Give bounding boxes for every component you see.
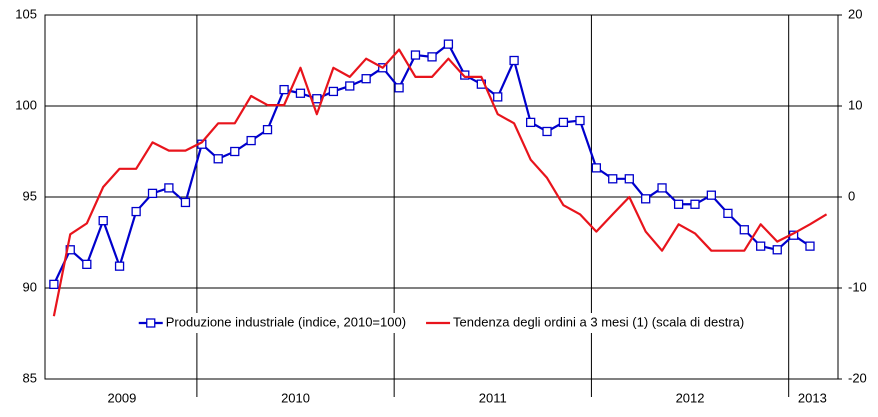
point-marker: [772, 245, 782, 255]
x-tick-label: 2013: [798, 390, 827, 405]
point-marker: [575, 115, 585, 126]
plot-frame: [44, 14, 839, 380]
point-marker: [345, 81, 355, 91]
point-marker: [558, 117, 569, 128]
y2-tick-label: -20: [848, 370, 867, 385]
point-marker: [443, 39, 454, 49]
series-line: [52, 48, 828, 317]
y2-tick-label: -10: [848, 279, 867, 294]
y2-tick-label: 0: [848, 188, 855, 203]
point-marker: [246, 135, 256, 146]
point-marker: [147, 188, 158, 199]
y-tick-label: 90: [23, 279, 37, 294]
point-marker: [591, 163, 602, 173]
point-marker: [213, 154, 223, 164]
x-tick-label: 2011: [479, 390, 507, 405]
point-marker: [690, 199, 700, 209]
point-marker: [739, 225, 749, 235]
point-marker: [410, 50, 421, 60]
point-marker: [295, 88, 306, 98]
point-marker: [328, 86, 339, 97]
legend-label: Produzione industriale (indice, 2010=100…: [166, 314, 406, 329]
point-marker: [262, 125, 273, 135]
point-marker: [164, 183, 174, 193]
point-marker: [394, 83, 404, 93]
point-marker: [756, 241, 766, 251]
point-marker: [493, 92, 503, 102]
y-tick-label: 85: [23, 370, 37, 385]
point-marker: [526, 117, 536, 128]
point-marker: [706, 190, 717, 200]
point-marker: [361, 74, 371, 84]
point-marker: [131, 206, 141, 217]
point-marker: [624, 174, 634, 184]
point-marker: [509, 55, 519, 66]
point-marker: [98, 216, 108, 226]
point-marker: [49, 279, 59, 290]
point-marker: [427, 52, 437, 62]
y-tick-label: 100: [15, 97, 37, 112]
point-marker: [312, 94, 322, 104]
series-line: [52, 43, 811, 285]
point-marker: [180, 197, 191, 208]
y2-tick-label: 20: [848, 6, 862, 21]
x-tick-label: 2010: [281, 390, 310, 405]
point-marker: [641, 194, 651, 204]
y2-tick-label: 10: [848, 97, 862, 112]
point-marker: [460, 70, 470, 80]
point-marker: [279, 84, 289, 95]
legend: Produzione industriale (indice, 2010=100…: [132, 313, 751, 333]
point-marker: [805, 241, 815, 251]
legend-label: Tendenza degli ordini a 3 mesi (1) (scal…: [453, 314, 744, 329]
legend-marker: [146, 318, 156, 328]
point-marker: [542, 126, 552, 137]
x-tick-label: 2009: [107, 390, 136, 405]
y-tick-label: 95: [23, 188, 37, 203]
y-tick-label: 105: [15, 6, 37, 21]
point-marker: [608, 174, 618, 184]
point-marker: [723, 208, 733, 219]
point-marker: [657, 183, 667, 193]
point-marker: [673, 199, 684, 209]
x-tick-label: 2012: [676, 390, 705, 405]
point-marker: [82, 259, 92, 269]
point-marker: [230, 146, 240, 157]
point-marker: [114, 261, 125, 271]
